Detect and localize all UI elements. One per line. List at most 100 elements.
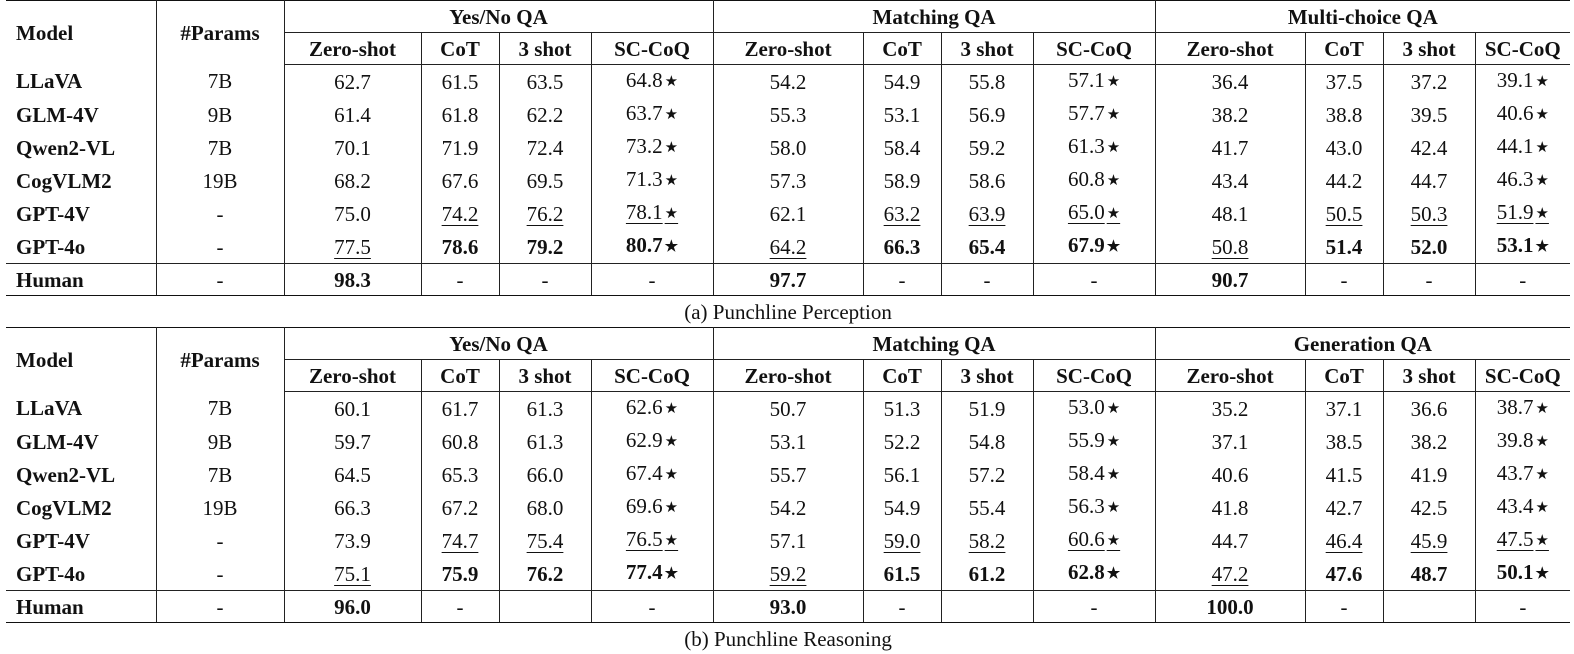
score-value: 59.0: [884, 529, 921, 553]
star-icon: ★: [1107, 173, 1120, 189]
score-number: 37.5: [1326, 70, 1363, 94]
score-value: 100.0: [1206, 595, 1253, 619]
params-value: 7B: [156, 458, 284, 491]
score-number: 63.7: [626, 101, 663, 125]
subcolumn-header: 3 shot: [1383, 360, 1475, 392]
score-value: 71.9: [442, 136, 479, 160]
score-number: 58.9: [884, 169, 921, 193]
subcolumn-header: CoT: [863, 33, 941, 65]
score-number: 97.7: [770, 268, 807, 292]
score-cell: 62.7: [284, 65, 421, 99]
score-number: 76.2: [527, 202, 564, 226]
score-cell: 39.1★: [1475, 65, 1570, 99]
score-value: 39.1★: [1497, 68, 1549, 92]
score-number: 65.3: [442, 463, 479, 487]
score-number: 41.9: [1411, 463, 1448, 487]
subcolumn-header: SC-CoQ: [591, 360, 713, 392]
score-cell: 53.1★: [1475, 230, 1570, 264]
score-value: 55.7: [770, 463, 807, 487]
score-number: -: [984, 268, 991, 292]
score-cell: -: [1475, 264, 1570, 296]
score-cell: 67.9★: [1033, 230, 1155, 264]
score-number: 75.4: [527, 529, 564, 553]
score-cell: 51.9: [941, 392, 1033, 426]
score-cell: 51.9★: [1475, 197, 1570, 230]
score-value: 68.2: [334, 169, 371, 193]
score-number: 66.0: [527, 463, 564, 487]
score-number: 62.2: [527, 103, 564, 127]
score-value: 56.9: [969, 103, 1006, 127]
score-value: 75.1: [334, 562, 371, 586]
score-value: 59.7: [334, 430, 371, 454]
score-cell: [1383, 591, 1475, 623]
params-column-header: #Params: [156, 1, 284, 65]
score-number: 58.4: [884, 136, 921, 160]
params-value: 9B: [156, 98, 284, 131]
score-number: 62.8: [1068, 560, 1105, 584]
score-number: -: [899, 268, 906, 292]
score-number: 61.5: [884, 562, 921, 586]
score-number: -: [649, 595, 656, 619]
score-value: 42.4: [1411, 136, 1448, 160]
score-number: 98.3: [334, 268, 371, 292]
model-name: GLM-4V: [6, 425, 156, 458]
score-value: 60.1: [334, 397, 371, 421]
score-number: 54.9: [884, 496, 921, 520]
score-cell: 62.2: [499, 98, 591, 131]
score-cell: 73.2★: [591, 131, 713, 164]
score-cell: 66.3: [284, 491, 421, 524]
score-number: 57.3: [770, 169, 807, 193]
score-number: 61.5: [442, 70, 479, 94]
subcolumn-header: CoT: [863, 360, 941, 392]
score-value: 41.5: [1326, 463, 1363, 487]
score-cell: 60.6★: [1033, 524, 1155, 557]
score-cell: 75.9: [421, 557, 499, 591]
score-number: 50.7: [770, 397, 807, 421]
score-value: 61.4: [334, 103, 371, 127]
score-number: 67.9: [1068, 233, 1105, 257]
group-header: Generation QA: [1155, 328, 1570, 360]
score-cell: 77.4★: [591, 557, 713, 591]
score-value: -: [1091, 268, 1098, 292]
score-cell: 79.2: [499, 230, 591, 264]
score-cell: 61.8: [421, 98, 499, 131]
score-cell: 41.7: [1155, 131, 1305, 164]
score-cell: 65.3: [421, 458, 499, 491]
score-number: 59.7: [334, 430, 371, 454]
score-cell: -: [941, 264, 1033, 296]
score-value: 54.8: [969, 430, 1006, 454]
score-value: 60.6★: [1068, 527, 1120, 551]
score-number: 54.8: [969, 430, 1006, 454]
star-icon: ★: [1107, 140, 1120, 156]
score-value: 72.4: [527, 136, 564, 160]
subcolumn-header: Zero-shot: [713, 33, 863, 65]
score-value: 67.2: [442, 496, 479, 520]
star-icon: ★: [1107, 533, 1120, 549]
score-number: -: [1341, 595, 1348, 619]
score-value: 57.7★: [1068, 101, 1120, 125]
score-value: 71.3★: [626, 167, 678, 191]
score-cell: -: [421, 264, 499, 296]
score-value: 57.3: [770, 169, 807, 193]
score-number: 54.9: [884, 70, 921, 94]
score-number: 58.2: [969, 529, 1006, 553]
score-cell: 48.7: [1383, 557, 1475, 591]
score-cell: 70.1: [284, 131, 421, 164]
score-value: 58.2: [969, 529, 1006, 553]
score-cell: 63.5: [499, 65, 591, 99]
score-cell: 58.0: [713, 131, 863, 164]
score-cell: 50.7: [713, 392, 863, 426]
score-cell: 44.1★: [1475, 131, 1570, 164]
score-value: 41.9: [1411, 463, 1448, 487]
score-value: -: [984, 268, 991, 292]
model-name: GPT-4o: [6, 557, 156, 591]
score-value: 53.0★: [1068, 395, 1120, 419]
score-cell: 62.9★: [591, 425, 713, 458]
score-number: 96.0: [334, 595, 371, 619]
score-number: 41.8: [1212, 496, 1249, 520]
